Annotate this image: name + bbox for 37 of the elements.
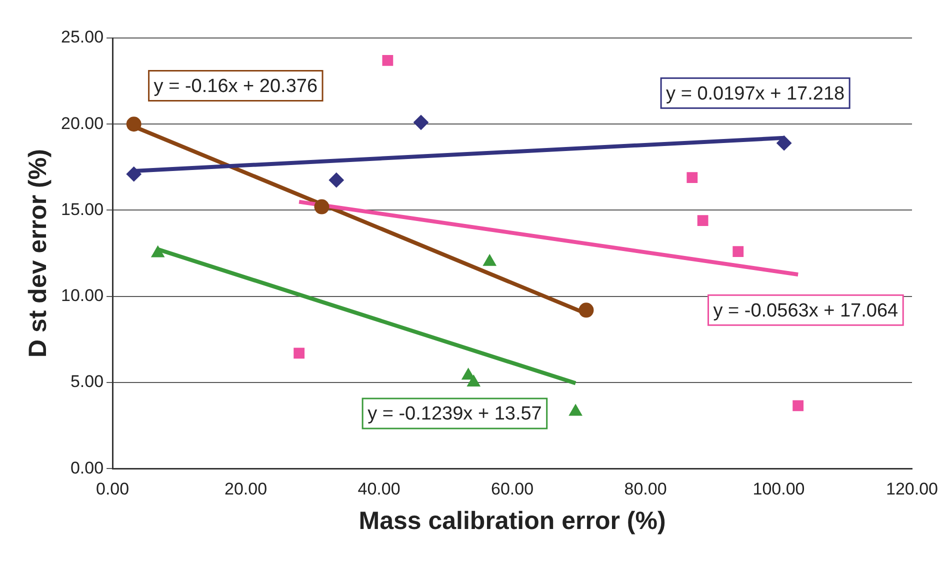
y-tick-label: 0.00: [70, 458, 104, 478]
y-tick-label: 20.00: [60, 114, 104, 133]
annotation: y = -0.0563x + 17.064: [713, 300, 899, 322]
point: [414, 114, 428, 130]
annotation: y = -0.1239x + 13.57: [368, 404, 542, 425]
point: [462, 368, 475, 380]
point: [151, 246, 164, 258]
annotation: y = -0.16x + 20.376: [154, 76, 318, 98]
x-tick-label: 60.00: [490, 479, 534, 498]
point: [792, 400, 804, 412]
y-tick-label: 15.00: [60, 200, 104, 219]
x-tick-label: 80.00: [624, 479, 667, 498]
point: [467, 374, 480, 386]
point: [483, 254, 496, 266]
y-tick-label: 5.00: [70, 372, 104, 392]
point: [126, 116, 142, 132]
point: [578, 302, 594, 318]
point: [697, 215, 708, 226]
y-tick-label: 25.00: [60, 28, 104, 47]
y-tick-label: 10.00: [60, 286, 104, 306]
x-tick-label: 120.00: [886, 479, 938, 498]
point: [732, 246, 744, 258]
point: [686, 172, 698, 183]
y-axis-title: D st dev error (%): [24, 149, 52, 358]
point: [126, 166, 142, 182]
point: [382, 54, 394, 66]
x-tick-label: 100.00: [752, 479, 805, 498]
point: [569, 404, 582, 416]
point: [294, 348, 305, 359]
x-tick-label: 40.00: [358, 479, 400, 498]
x-axis-title: Mass calibration error (%): [358, 506, 666, 535]
point: [314, 199, 330, 214]
point: [328, 172, 344, 188]
point: [776, 136, 792, 151]
annotation: y = 0.0197x + 17.218: [666, 83, 845, 104]
x-tick-label: 0.00: [96, 479, 130, 498]
x-tick-label: 20.00: [224, 479, 268, 498]
